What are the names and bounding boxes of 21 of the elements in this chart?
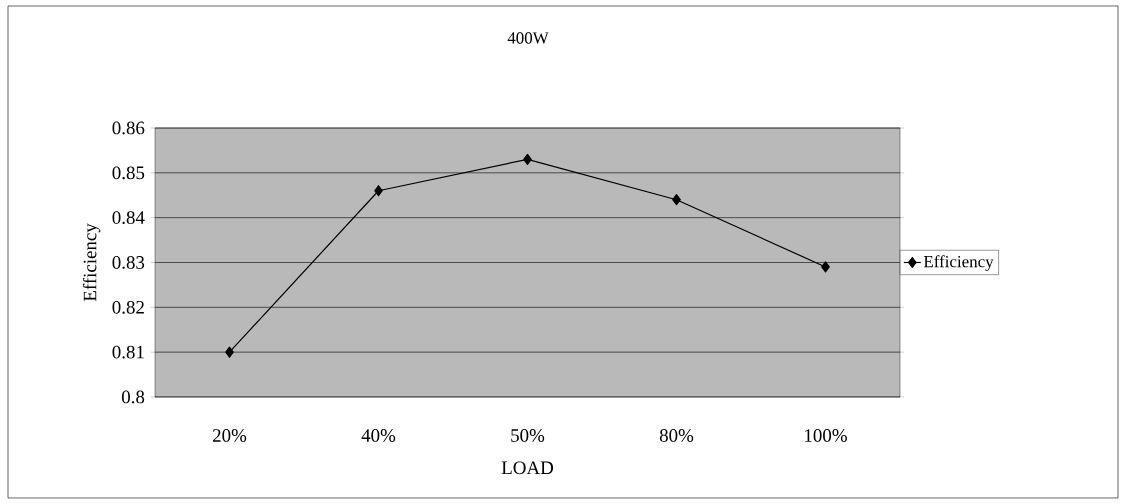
x-tick-label: 40%	[361, 429, 396, 442]
point	[523, 153, 532, 165]
y-tick-label: 0.86	[112, 121, 145, 135]
x-tick-label: 80%	[659, 429, 694, 442]
point	[225, 346, 234, 358]
legend-label: Efficiency	[923, 255, 994, 271]
y-tick-label: 0.83	[112, 256, 145, 269]
chart-title: 400W	[507, 32, 549, 44]
y-tick-label: 0.81	[112, 345, 144, 359]
x-axis-title: LOAD	[501, 461, 554, 475]
y-tick-label: 0.82	[112, 300, 144, 314]
x-tick-label: 50%	[511, 429, 545, 442]
y-tick-label: 0.8	[121, 390, 145, 404]
y-tick-label: 0.84	[112, 211, 145, 225]
x-tick-label: 20%	[212, 429, 247, 442]
y-tick-label: 0.85	[112, 166, 145, 180]
point	[672, 194, 681, 206]
y-axis-title: Efficiency	[82, 223, 101, 302]
point	[821, 261, 830, 273]
x-tick-label: 100%	[805, 429, 847, 442]
point	[374, 185, 383, 197]
